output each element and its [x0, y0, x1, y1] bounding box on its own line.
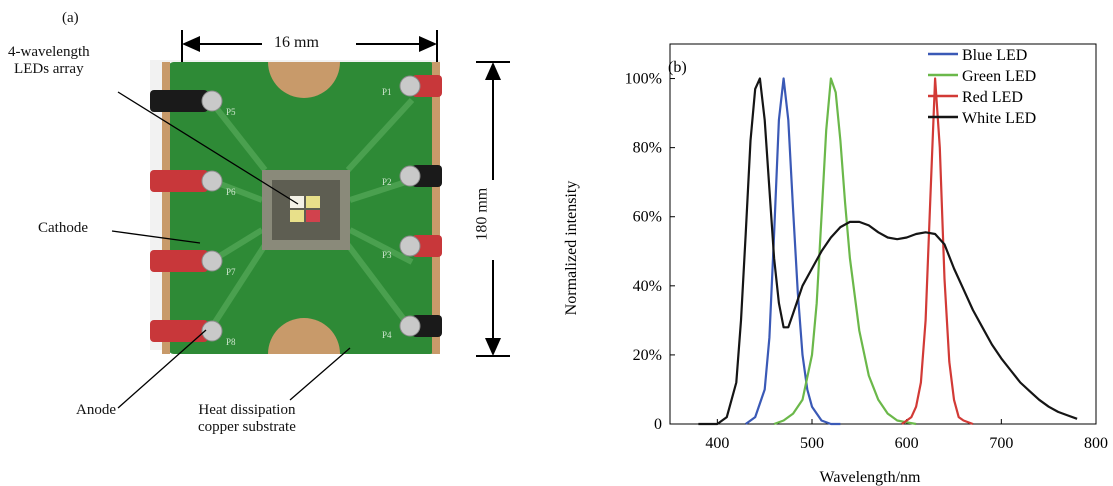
series-line-green-led	[773, 77, 917, 426]
pad-label-p6: P6	[226, 187, 236, 197]
dimension-arrows	[181, 30, 510, 357]
chart-series	[698, 77, 1078, 426]
pad-label-p2: P2	[382, 177, 392, 187]
y-tick-label: 0	[654, 416, 662, 433]
wire-p6	[150, 170, 208, 192]
panel-b-label: (b)	[668, 59, 687, 76]
callout-anode: Anode	[76, 402, 116, 418]
width-dimension-label: 16 mm	[274, 34, 319, 51]
chart-ticks: 400 500 600 700 800 0 20% 40% 60% 80% 100%	[625, 71, 1108, 452]
wire-p2	[412, 165, 442, 187]
pad-label-p1: P1	[382, 87, 392, 97]
y-tick-label: 80%	[633, 140, 662, 157]
wire-p7	[150, 250, 208, 272]
y-tick-label: 100%	[625, 71, 662, 88]
x-tick-label: 700	[989, 435, 1013, 452]
led-yellow	[306, 196, 320, 208]
series-line-red-led	[901, 77, 974, 426]
wire-p8	[150, 320, 208, 342]
height-dimension-label: 180 mm	[473, 187, 491, 241]
callout-cathode: Cathode	[38, 220, 88, 236]
pad-label-p8: P8	[226, 337, 236, 347]
wire-p1	[412, 75, 442, 97]
solder-joints	[201, 75, 421, 342]
series-line-white-led	[698, 77, 1078, 426]
copper-edge-right	[432, 62, 440, 354]
y-tick-label: 40%	[633, 278, 662, 295]
wire-p5	[150, 90, 208, 112]
led-board-photo-panel: (a)	[8, 10, 510, 436]
wire-p4	[412, 315, 442, 337]
legend-label: Red LED	[962, 89, 1023, 106]
led-white	[290, 196, 304, 208]
copper-mount-bottom	[268, 318, 340, 354]
x-tick-label: 800	[1084, 435, 1108, 452]
spectrum-chart: 400 500 600 700 800 0 20% 40% 60% 80% 100% Blue LE…	[563, 43, 1108, 486]
copper-edge-left	[162, 62, 170, 354]
chart-legend: Blue LED Green LED Red LED White LED	[928, 47, 1036, 127]
pad-label-p7: P7	[226, 267, 236, 277]
panel-a-label: (a)	[62, 10, 79, 26]
callout-led-array: 4-wavelength LEDs array	[8, 44, 90, 78]
pcb-traces	[207, 97, 415, 332]
pad-label-p5: P5	[226, 107, 236, 117]
pad-label-p4: P4	[382, 330, 392, 340]
legend-label: White LED	[962, 110, 1036, 127]
pad-label-p3: P3	[382, 250, 392, 260]
callout-lines	[111, 91, 351, 409]
copper-mount-top	[268, 62, 340, 98]
y-tick-label: 20%	[633, 347, 662, 364]
x-tick-label: 500	[800, 435, 824, 452]
x-axis-label: Wavelength/nm	[820, 469, 921, 486]
y-axis-label: Normalized intensity	[563, 181, 580, 316]
chart-axes	[669, 43, 1097, 425]
led-red	[306, 210, 320, 222]
led-yellow-2	[290, 210, 304, 222]
legend-label: Green LED	[962, 68, 1036, 85]
x-tick-label: 400	[705, 435, 729, 452]
x-tick-label: 600	[895, 435, 919, 452]
legend-label: Blue LED	[962, 47, 1027, 64]
wire-p3	[412, 235, 442, 257]
led-board-illustration: P5 P6 P7 P8 P1 P2 P3 P4	[111, 30, 510, 409]
callout-substrate: Heat dissipation copper substrate	[198, 402, 296, 436]
y-tick-label: 60%	[633, 209, 662, 226]
plot-frame	[669, 43, 1097, 425]
series-line-blue-led	[745, 77, 841, 426]
